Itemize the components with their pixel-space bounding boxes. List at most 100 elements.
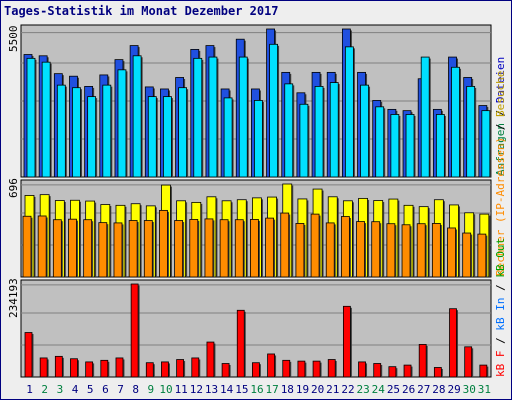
bar-highlight [253,363,255,376]
bar-highlight [236,220,238,276]
bar-highlight [403,225,405,276]
bar-highlight [71,359,73,376]
bar-body [223,97,233,178]
bar-body [219,219,229,278]
bar-highlight [418,224,420,276]
bar-traffic-day-29 [449,308,459,378]
bar-body [416,223,426,278]
bar-body [72,87,81,178]
bar-files-day-30 [466,86,477,178]
bar-highlight [179,88,182,176]
x-tick-label-day-14: 14 [220,383,234,396]
bar-body [37,215,47,278]
bar-highlight [389,367,392,376]
bar-highlight [190,220,193,276]
y-max-label-panel-3: 234193 [7,278,20,318]
bar-highlight [161,89,163,176]
bar-highlight [316,87,318,176]
bar-highlight [391,115,394,176]
bar-body [295,223,305,278]
x-tick-label-day-22: 22 [341,383,354,396]
bar-highlight [449,58,451,176]
x-tick-label-day-28: 28 [432,383,445,396]
bar-highlight [207,343,210,376]
bar-traffic-day-30 [464,346,474,378]
bar-highlight [26,333,28,376]
legend-traffic: kB F / kB In / kB Out [494,238,507,377]
bar-files-day-19 [299,103,310,178]
x-tick-label-day-13: 13 [205,383,218,396]
bar-body [435,114,445,178]
bar-highlight [132,285,134,376]
x-tick-label-day-21: 21 [326,383,339,396]
bar-highlight [452,68,454,176]
bar-body [479,364,488,378]
bar-highlight [433,224,435,276]
x-tick-label-day-6: 6 [102,383,109,396]
x-tick-label-day-27: 27 [417,383,430,396]
bar-highlight [41,358,43,376]
x-tick-label-day-29: 29 [447,383,460,396]
bar-body [371,221,381,278]
bar-hosts-day-23 [356,221,367,278]
bar-traffic-day-21 [327,359,337,378]
bar-highlight [281,214,284,276]
bar-traffic-day-12 [191,357,201,378]
bar-traffic-day-18 [282,359,292,378]
bar-highlight [99,223,102,276]
bar-body [390,114,400,178]
bar-body [327,359,336,378]
bar-highlight [312,215,314,276]
bar-highlight [422,58,424,176]
bar-traffic-day-19 [297,360,307,378]
bar-body [420,56,430,178]
bar-hosts-day-3 [52,219,63,278]
x-tick-label-day-10: 10 [159,383,172,396]
bar-body [356,221,365,278]
bar-hosts-day-28 [431,223,442,278]
bar-body [174,220,184,278]
bar-hosts-day-21 [325,222,336,278]
x-tick-label-day-31: 31 [478,383,491,396]
bar-highlight [329,360,331,376]
x-tick-label-day-18: 18 [281,383,294,396]
bar-highlight [28,59,30,176]
bar-highlight [237,40,239,177]
bar-body [208,56,218,178]
bar-traffic-day-4 [70,358,79,378]
bar-highlight [70,77,72,176]
bar-body [204,218,214,278]
x-tick-label-day-3: 3 [57,383,64,396]
bar-files-day-12 [193,57,204,178]
bar-highlight [297,93,300,176]
y-max-label-panel-1: 5500 [7,26,20,53]
bar-body [191,357,200,378]
bar-highlight [223,364,225,376]
bar-hosts-day-29 [447,227,458,278]
bar-highlight [358,73,360,176]
bar-highlight [450,309,452,376]
panel-3-background [20,279,492,378]
bar-hosts-day-27 [416,223,427,278]
bar-highlight [209,58,212,176]
bar-files-day-22 [344,46,355,178]
bar-highlight [86,362,89,376]
x-tick-label-day-8: 8 [132,383,139,396]
bar-body [299,103,309,178]
bar-highlight [55,74,57,176]
bar-hosts-day-8 [128,220,139,278]
bar-highlight [255,101,257,176]
chart-title: Tages-Statistik im Monat Dezember 2017 [4,4,279,18]
bar-body [54,355,63,378]
bar-body [163,96,172,178]
bar-highlight [84,220,87,276]
bar-highlight [283,361,286,376]
bar-highlight [88,97,91,176]
bar-body [221,363,230,378]
bar-highlight [252,89,254,176]
bar-highlight [24,217,26,276]
legend-hosts-visits: Rechner (IP-Adressen) / Besuche [494,71,507,276]
bar-hosts-day-22 [340,216,351,278]
bar-traffic-day-16 [252,362,261,378]
bar-body [145,362,154,378]
